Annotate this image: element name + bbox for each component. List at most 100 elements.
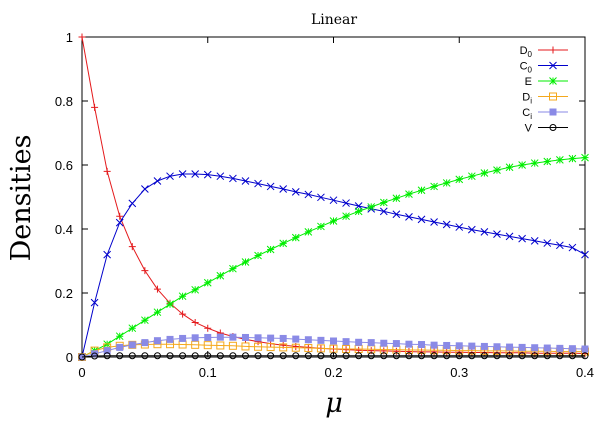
data-point — [342, 346, 350, 354]
legend-label: E — [525, 76, 532, 88]
data-point — [128, 199, 137, 208]
data-point — [78, 353, 86, 361]
data-point — [379, 207, 388, 216]
data-point — [568, 345, 576, 353]
data-point — [430, 182, 438, 191]
y-tick-label: 1 — [66, 30, 73, 45]
data-point — [493, 166, 501, 174]
x-axis-label: μ — [325, 388, 343, 419]
data-point — [568, 154, 577, 163]
data-point — [103, 250, 112, 259]
data-point — [330, 337, 337, 345]
x-tick-label: 0.3 — [450, 365, 468, 380]
data-point — [115, 332, 124, 341]
series-d0 — [78, 33, 589, 357]
data-point — [179, 310, 187, 318]
data-point — [392, 352, 400, 360]
data-point — [493, 352, 501, 360]
data-point — [367, 339, 375, 347]
data-point — [141, 339, 149, 347]
data-point — [254, 179, 262, 188]
data-point — [543, 344, 551, 352]
data-point — [518, 234, 526, 243]
data-point — [254, 342, 263, 351]
data-point — [493, 343, 501, 351]
data-point — [480, 352, 488, 360]
data-point — [128, 324, 137, 333]
legend-label: Di — [522, 92, 532, 106]
data-point — [506, 343, 514, 351]
data-point — [116, 343, 124, 351]
data-point — [216, 341, 225, 350]
data-point — [443, 352, 451, 360]
data-point — [317, 352, 325, 360]
data-point — [279, 343, 288, 352]
data-point — [128, 352, 136, 360]
data-point — [354, 202, 363, 210]
data-point — [241, 342, 250, 351]
data-point — [266, 245, 275, 254]
data-point — [191, 318, 199, 326]
data-point — [430, 341, 438, 349]
data-point — [455, 175, 464, 184]
data-point — [543, 352, 551, 360]
data-point — [216, 271, 225, 280]
data-point — [367, 352, 375, 360]
data-point — [254, 352, 262, 360]
data-point — [556, 352, 564, 360]
ticks: 0 0.2 0.4 0.6 0.8 1 0 0.1 0.2 0.3 0.4 — [55, 30, 594, 380]
data-point — [355, 338, 363, 346]
legend-item: E — [525, 76, 568, 88]
data-point — [153, 352, 161, 360]
data-point — [392, 194, 401, 203]
data-point — [128, 243, 136, 251]
data-point — [443, 341, 451, 349]
data-point — [153, 308, 162, 317]
data-point — [531, 344, 539, 352]
series-c0 — [78, 170, 589, 361]
data-point — [342, 352, 350, 360]
data-point — [530, 159, 539, 167]
data-point — [166, 352, 174, 360]
legend-swatch-marker — [549, 124, 557, 131]
legend-label: C0 — [520, 61, 533, 75]
data-point — [392, 210, 401, 219]
data-point — [317, 193, 325, 202]
data-point — [442, 179, 451, 187]
data-point — [279, 185, 288, 193]
data-point — [254, 334, 262, 342]
x-tick-label: 0.2 — [324, 365, 342, 380]
data-point — [518, 343, 526, 351]
data-point — [405, 212, 413, 221]
series-layer — [78, 33, 589, 361]
data-point — [329, 196, 338, 205]
data-point — [543, 157, 552, 166]
data-point — [241, 177, 250, 185]
data-point — [342, 212, 350, 221]
data-point — [329, 344, 338, 353]
y-axis-label: Densities — [6, 135, 37, 262]
data-point — [317, 222, 325, 231]
data-point — [518, 352, 526, 360]
data-point — [203, 341, 212, 350]
data-point — [166, 172, 174, 181]
data-point — [531, 352, 539, 360]
data-point — [266, 182, 275, 191]
data-point — [279, 334, 287, 342]
data-point — [228, 341, 237, 350]
series-line — [81, 355, 585, 358]
data-point — [254, 251, 262, 260]
series-line — [81, 36, 586, 354]
chart-title: Linear — [311, 12, 357, 28]
data-point — [455, 352, 463, 360]
data-point — [153, 337, 161, 345]
data-point — [179, 334, 187, 342]
data-point — [204, 333, 212, 341]
data-point — [103, 347, 111, 355]
data-point — [555, 241, 564, 250]
legend-item: Di — [522, 92, 568, 106]
data-point — [468, 352, 476, 360]
data-point — [480, 228, 489, 236]
data-point — [506, 352, 514, 360]
y-tick-label: 0.2 — [55, 286, 73, 301]
